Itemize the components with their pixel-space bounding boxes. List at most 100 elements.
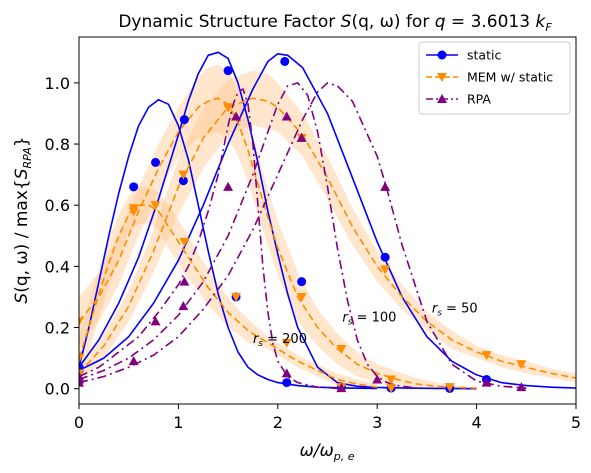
series-markers bbox=[79, 56, 527, 394]
marker-rpa-rs200 bbox=[179, 276, 190, 286]
x-tick-label: 2 bbox=[273, 413, 283, 432]
title-k: k bbox=[535, 12, 546, 32]
line-rpa-rs100 bbox=[79, 82, 418, 389]
rs-annotation-value: = 100 bbox=[352, 310, 396, 325]
y-axis-label-s2: S bbox=[12, 168, 32, 179]
line-mem-w-static-rs200 bbox=[79, 204, 378, 388]
marker-rpa-rs200 bbox=[128, 356, 139, 366]
rs-annotation-r: r bbox=[432, 301, 439, 316]
y-axis-label-subscript: RPA bbox=[21, 147, 34, 168]
marker-rpa-rs100 bbox=[281, 111, 292, 121]
plot-frame bbox=[78, 36, 577, 405]
y-axis-label-args: (q, ω) / max{ bbox=[12, 179, 32, 293]
marker-mem-w-static-rs100 bbox=[178, 170, 189, 180]
marker-mem-w-static-rs100 bbox=[336, 344, 347, 354]
line-mem-w-static-rs100 bbox=[79, 97, 477, 389]
marker-static-rs100 bbox=[178, 176, 188, 186]
x-axis-ticks: 0 1 2 3 4 5 bbox=[74, 404, 581, 432]
x-axis-label-main: ω/ω bbox=[300, 441, 334, 461]
line-static-rs100 bbox=[79, 51, 477, 390]
x-axis-label: ω/ωp, e bbox=[300, 441, 355, 463]
title-prefix: Dynamic Structure Factor bbox=[118, 12, 340, 32]
title-eq: = 3.6013 bbox=[446, 12, 536, 32]
marker-mem-w-static-rs200 bbox=[281, 338, 292, 348]
rs-annotation: rs = 200 bbox=[253, 332, 307, 349]
marker-mem-w-static-rs200 bbox=[79, 354, 84, 364]
legend-marker bbox=[437, 73, 447, 82]
uncertainty-bands bbox=[79, 64, 576, 389]
title-mid: for bbox=[401, 12, 435, 32]
marker-mem-w-static-rs200 bbox=[150, 201, 161, 211]
marker-rpa-rs100 bbox=[296, 132, 307, 142]
y-axis-label: S(q, ω) / max{SRPA} bbox=[12, 136, 34, 303]
title-s: S bbox=[341, 12, 352, 32]
x-tick-label: 4 bbox=[472, 413, 482, 432]
marker-static-rs200 bbox=[151, 157, 161, 167]
marker-rpa-rs100 bbox=[372, 374, 383, 384]
x-tick-label: 3 bbox=[372, 413, 382, 432]
marker-mem-w-static-rs200 bbox=[179, 237, 190, 247]
marker-rpa-rs100 bbox=[150, 316, 161, 326]
x-tick-label: 5 bbox=[571, 413, 581, 432]
y-tick-label: 0.4 bbox=[45, 257, 70, 276]
band-mem-rs50 bbox=[79, 70, 576, 383]
chart-title: Dynamic Structure Factor S(q, ω) for q =… bbox=[118, 12, 552, 34]
line-rpa-rs50 bbox=[79, 82, 527, 389]
marker-rpa-rs100 bbox=[178, 301, 189, 311]
marker-static-rs100 bbox=[297, 277, 307, 287]
y-tick-label: 0.0 bbox=[45, 380, 70, 399]
marker-static-rs200 bbox=[282, 378, 292, 388]
marker-mem-w-static-rs100 bbox=[128, 204, 139, 214]
rs-annotation: rs = 50 bbox=[432, 301, 478, 318]
marker-rpa-rs50 bbox=[516, 382, 527, 392]
legend-label: RPA bbox=[467, 92, 491, 107]
marker-rpa-rs50 bbox=[481, 377, 492, 387]
y-axis-label-s: S bbox=[12, 293, 32, 304]
marker-rpa-rs200 bbox=[281, 368, 292, 378]
marker-mem-w-static-rs200 bbox=[231, 292, 242, 302]
rs-annotation-subscript: s bbox=[348, 317, 353, 327]
y-tick-label: 0.2 bbox=[45, 319, 70, 338]
rs-annotation-value: = 50 bbox=[442, 301, 478, 316]
y-tick-label: 0.6 bbox=[45, 196, 70, 215]
rs-annotation: rs = 100 bbox=[342, 310, 396, 327]
rs-annotation-r: r bbox=[342, 310, 349, 325]
marker-static-rs200 bbox=[179, 115, 189, 125]
y-axis-ticks: 0.0 0.2 0.4 0.6 0.8 1.0 bbox=[45, 74, 79, 399]
marker-rpa-rs50 bbox=[380, 181, 391, 191]
marker-static-rs100 bbox=[223, 66, 233, 76]
legend-marker bbox=[437, 94, 447, 103]
marker-mem-w-static-rs100 bbox=[79, 317, 84, 327]
rs-annotation-subscript: s bbox=[437, 308, 442, 318]
title-k-subscript: F bbox=[545, 21, 552, 34]
marker-rpa-rs200 bbox=[231, 111, 242, 121]
marker-rpa-rs200 bbox=[336, 383, 347, 393]
rs-annotation-subscript: s bbox=[258, 339, 263, 349]
marker-static-rs50 bbox=[280, 56, 290, 66]
marker-mem-w-static-rs100 bbox=[444, 383, 455, 393]
legend: static MEM w/ static RPA bbox=[418, 41, 571, 115]
x-tick-label: 1 bbox=[173, 413, 183, 432]
legend-label: MEM w/ static bbox=[467, 70, 553, 85]
y-tick-label: 0.8 bbox=[45, 135, 70, 154]
legend-marker bbox=[437, 50, 447, 60]
marker-mem-w-static-rs100 bbox=[296, 292, 307, 302]
marker-mem-w-static-rs200 bbox=[386, 384, 397, 394]
line-rpa-rs200 bbox=[79, 88, 338, 390]
marker-mem-w-static-rs100 bbox=[386, 375, 397, 385]
marker-static-rs200 bbox=[129, 182, 139, 192]
title-args: (q, ω) bbox=[351, 12, 400, 32]
marker-mem-w-static-rs50 bbox=[380, 265, 391, 275]
rs-annotation-r: r bbox=[253, 332, 260, 347]
band-mem-rs100 bbox=[79, 64, 477, 389]
legend-box bbox=[418, 41, 571, 115]
y-tick-label: 1.0 bbox=[45, 74, 70, 93]
title-q: q bbox=[435, 12, 446, 32]
marker-static-rs50 bbox=[380, 252, 390, 262]
legend-label: static bbox=[467, 48, 501, 63]
marker-rpa-rs200 bbox=[223, 181, 234, 191]
line-mem-w-static-rs50 bbox=[79, 97, 576, 379]
rs-annotation-value: = 200 bbox=[263, 332, 307, 347]
